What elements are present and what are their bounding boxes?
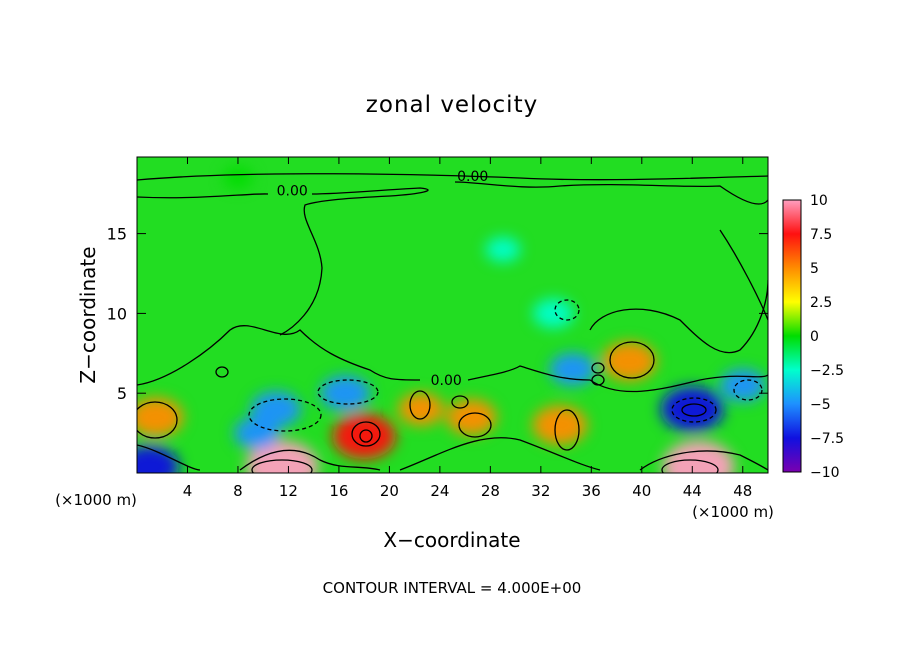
field-feature	[446, 399, 497, 436]
contour-pos-44-bottom	[661, 459, 719, 473]
x-tick-label: 12	[279, 482, 298, 500]
contour-neg-17	[317, 379, 379, 405]
field-feature	[246, 440, 319, 473]
contour-zero-upper	[137, 173, 768, 181]
colorbar-tick-label: 10	[810, 193, 828, 209]
colorbar-ticks: 10 7.5 5 2.5 0 −2.5 −5 −7.5 −10	[810, 193, 844, 481]
colorbar-tick-label: −10	[810, 465, 840, 481]
contour-zero-right	[589, 279, 768, 354]
chart-title: zonal velocity	[366, 92, 538, 118]
colorbar-tick-label: −5	[810, 397, 831, 413]
colorbar-tick-label: 5	[810, 261, 819, 277]
x-tick-label: 28	[481, 482, 500, 500]
x-tick-label: 32	[531, 482, 550, 500]
x-tick-label: 40	[632, 482, 651, 500]
contour-pos-33	[554, 409, 580, 451]
contour-pos-18-inner	[359, 429, 373, 443]
contour-zero-mid	[137, 325, 768, 393]
colorbar-tick-label: 2.5	[810, 295, 832, 311]
contour-neg-44-inner	[681, 403, 707, 417]
x-tick-label: 24	[430, 482, 449, 500]
x-tick-label: 16	[329, 482, 348, 500]
field-feature	[137, 445, 180, 473]
x-tick-label: 36	[582, 482, 601, 500]
contour-pos-18	[351, 421, 381, 447]
colorbar-tick-label: 0	[810, 329, 819, 345]
contour-small-2	[591, 362, 605, 374]
contour-label: 0.00	[431, 373, 462, 389]
plot-area: 0.00 0.00 0.00	[137, 157, 768, 473]
contour-label: 0.00	[277, 183, 308, 199]
field-feature	[398, 392, 444, 426]
x-axis-label: X−coordinate	[383, 528, 520, 552]
y-tick-label: 5	[117, 384, 127, 403]
contour-pos-39	[609, 341, 655, 379]
y-tick-label: 15	[107, 225, 127, 244]
field-feature	[662, 440, 735, 473]
contour-pos-left	[137, 401, 178, 439]
field-feature	[532, 405, 587, 445]
x-tick-label: 20	[380, 482, 399, 500]
field-feature	[332, 413, 396, 460]
contour-neg-11	[248, 398, 322, 432]
contour-neg-44	[671, 397, 717, 423]
field-feature	[234, 416, 280, 450]
x-unit-left: (×1000 m)	[55, 491, 137, 509]
contour-neg-48	[733, 379, 763, 401]
colorbar-fill	[783, 200, 801, 472]
contour-label: 0.00	[457, 169, 488, 185]
field-feature	[532, 298, 575, 329]
x-unit-right: (×1000 m)	[692, 503, 774, 521]
contour-interval-footer: CONTOUR INTERVAL = 4.000E+00	[323, 579, 582, 597]
y-axis-ticks: 5 10 15	[107, 225, 768, 403]
colorbar-frame	[782, 199, 802, 473]
plot-frame	[136, 156, 769, 474]
colorbar: 10 7.5 5 2.5 0 −2.5 −5 −7.5 −10	[782, 193, 844, 481]
colorbar-tick-label: 7.5	[810, 227, 832, 243]
field-feature	[601, 341, 657, 381]
contour-pos-26	[458, 412, 492, 438]
x-tick-label: 48	[733, 482, 752, 500]
x-tick-label: 4	[183, 482, 193, 500]
y-tick-label: 10	[107, 304, 127, 323]
contour-zero-lower	[137, 437, 768, 471]
field-feature	[549, 352, 596, 386]
field-feature	[485, 237, 521, 263]
x-axis-ticks: 4 8 12 16 20 24 28 32 36 40 44 48	[183, 157, 752, 500]
contour-zero-upper-2	[137, 187, 429, 336]
x-tick-label: 8	[233, 482, 243, 500]
colorbar-tick-label: −2.5	[810, 363, 844, 379]
field-feature	[223, 167, 253, 189]
contour-pos-11-bottom	[251, 459, 313, 473]
contour-small-4	[451, 395, 469, 409]
contour-pos-22	[409, 390, 431, 420]
colorbar-tick-label: −7.5	[810, 431, 844, 447]
contour-small-3	[591, 374, 605, 386]
contour-neg-33	[554, 299, 580, 321]
contour-labels: 0.00 0.00 0.00	[277, 169, 489, 389]
field-feature	[660, 386, 724, 432]
x-tick-label: 44	[683, 482, 702, 500]
y-axis-label: Z−coordinate	[76, 246, 100, 383]
contour-small-1	[215, 366, 229, 378]
